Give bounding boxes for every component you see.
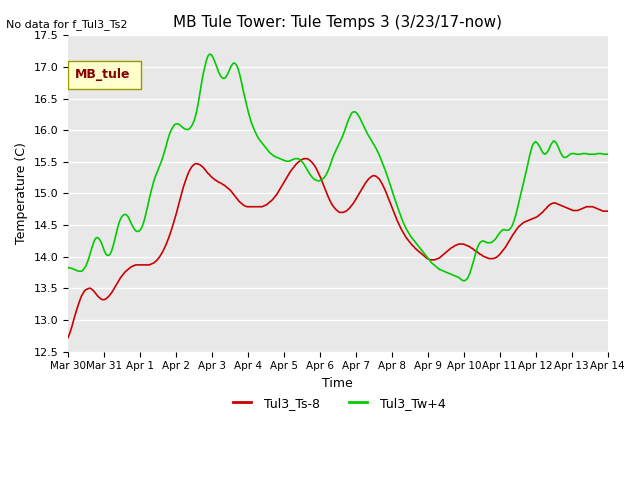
Tul3_Tw+4 [205,51,213,57]
Tul3_Ts-8 [300,156,308,162]
Tul3_Tw+4 [604,151,612,157]
Tul3_Ts-8 [243,204,251,210]
FancyBboxPatch shape [68,60,141,89]
Text: No data for f_Tul3_Ts2: No data for f_Tul3_Ts2 [6,19,128,30]
Tul3_Tw+4 [460,278,467,284]
Tul3_Tw+4 [253,133,261,139]
Tul3_Ts-8 [252,204,260,210]
Tul3_Ts-8 [575,207,583,213]
X-axis label: Time: Time [323,377,353,390]
Line: Tul3_Tw+4: Tul3_Tw+4 [68,54,608,281]
Tul3_Ts-8 [604,208,612,214]
Tul3_Tw+4 [577,151,584,157]
Tul3_Tw+4 [244,109,252,115]
Text: MB_tule: MB_tule [76,68,131,81]
Tul3_Ts-8 [225,186,233,192]
Line: Tul3_Ts-8: Tul3_Ts-8 [68,159,608,337]
Tul3_Tw+4 [301,164,309,170]
Tul3_Tw+4 [227,65,234,71]
Tul3_Tw+4 [131,226,138,232]
Tul3_Ts-8 [131,263,138,268]
Tul3_Ts-8 [64,335,72,340]
Y-axis label: Temperature (C): Temperature (C) [15,143,28,244]
Legend: Tul3_Ts-8, Tul3_Tw+4: Tul3_Ts-8, Tul3_Tw+4 [225,392,451,415]
Tul3_Ts-8 [301,156,309,162]
Title: MB Tule Tower: Tule Temps 3 (3/23/17-now): MB Tule Tower: Tule Temps 3 (3/23/17-now… [173,15,502,30]
Tul3_Tw+4 [64,264,72,270]
